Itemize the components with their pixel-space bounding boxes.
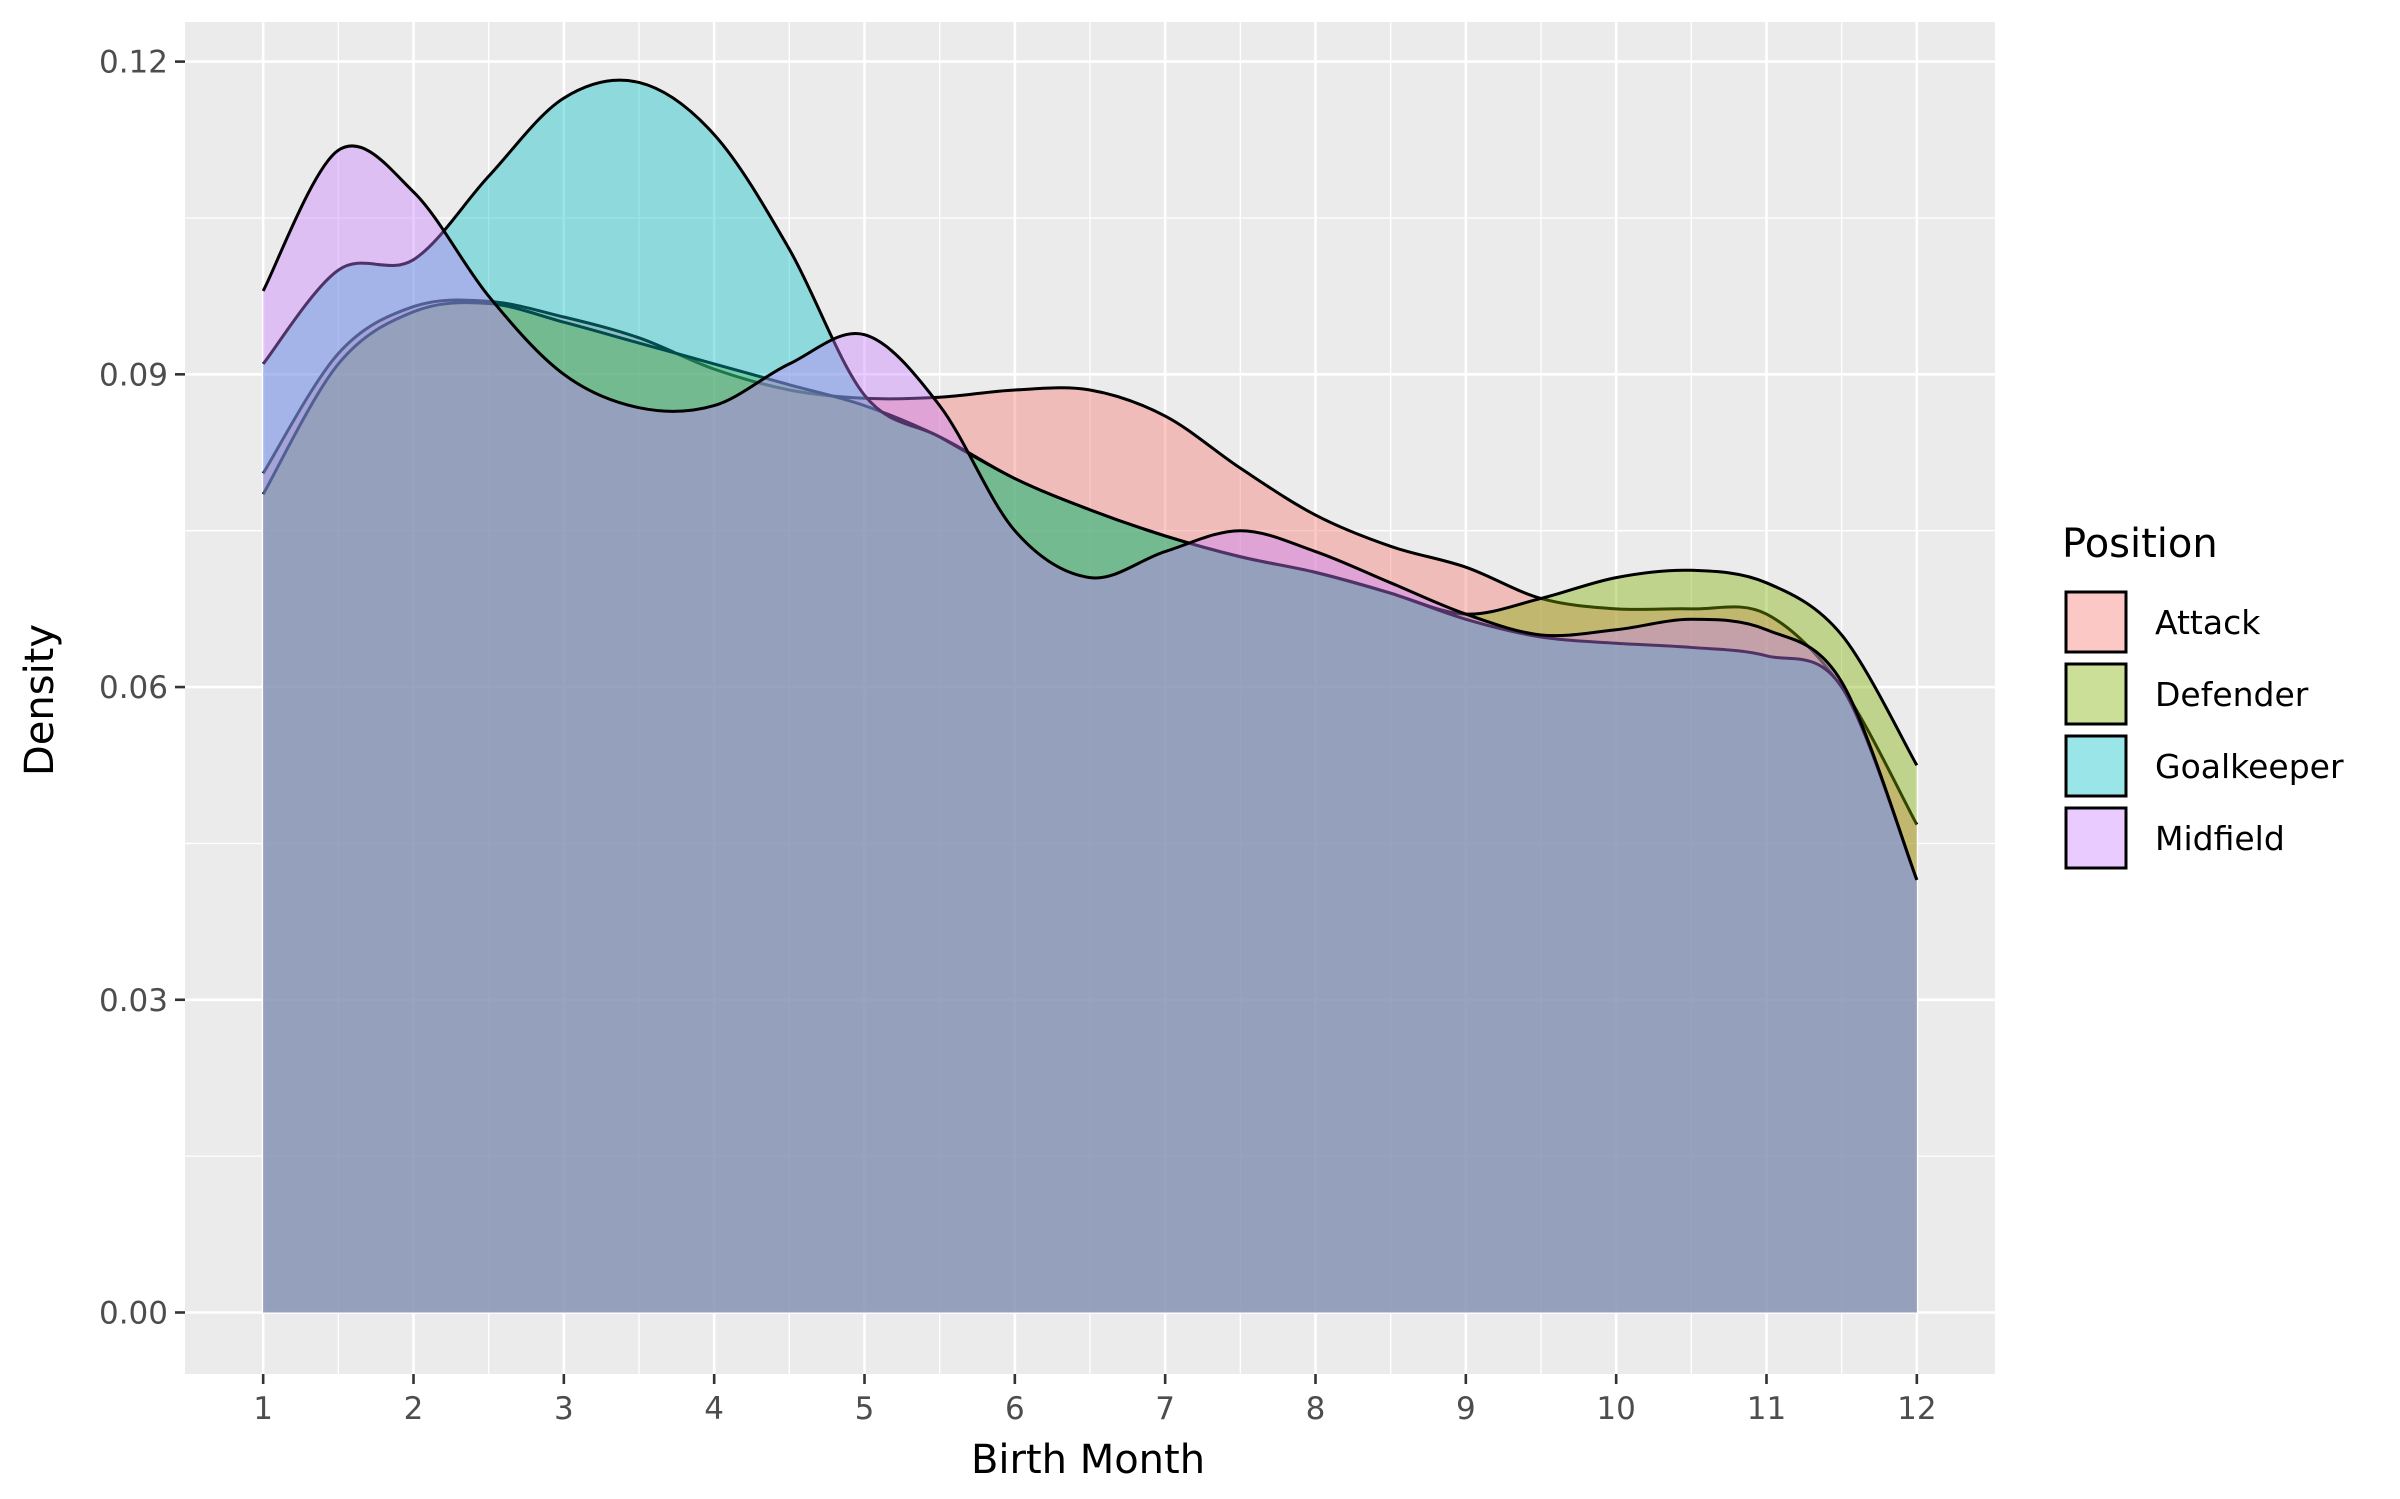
y-tick-label: 0.03 <box>99 983 168 1019</box>
density-line-goalkeeper <box>261 78 1919 881</box>
major-gridlines <box>185 22 1995 1374</box>
density-area-defender <box>263 302 1917 1313</box>
y-tick-label: 0.00 <box>99 1295 168 1331</box>
legend-key-attack <box>2064 590 2128 654</box>
density-area-midfield <box>263 145 1917 1313</box>
x-tick-label: 4 <box>704 1391 724 1427</box>
legend-key-defender <box>2064 662 2128 726</box>
x-axis-title: Birth Month <box>971 1437 1205 1483</box>
density-line-midfield <box>261 144 1919 881</box>
legend-key-midfield <box>2064 806 2128 870</box>
y-tick-label: 0.09 <box>99 357 168 393</box>
x-tick-label: 9 <box>1456 1391 1476 1427</box>
legend-key-goalkeeper <box>2064 734 2128 798</box>
legend-title: Position <box>2062 521 2218 567</box>
y-axis: 0.00 0.03 0.06 0.09 0.12 <box>99 45 185 1331</box>
legend-label-defender: Defender <box>2155 675 2309 714</box>
legend-label-midfield: Midfield <box>2155 819 2285 858</box>
y-tick-label: 0.12 <box>99 45 168 81</box>
legend-key-background <box>2064 734 2128 798</box>
x-tick-label: 12 <box>1897 1391 1936 1427</box>
legend-key-background <box>2064 662 2128 726</box>
density-area-goalkeeper <box>263 80 1917 1313</box>
density-line-attack <box>261 298 1919 826</box>
y-tick-label: 0.06 <box>99 670 168 706</box>
x-tick-label: 2 <box>404 1391 424 1427</box>
x-tick-label: 5 <box>855 1391 875 1427</box>
x-tick-label: 10 <box>1596 1391 1635 1427</box>
legend-key-background <box>2064 806 2128 870</box>
density-series <box>261 78 1919 1313</box>
x-tick-label: 1 <box>253 1391 273 1427</box>
x-tick-label: 8 <box>1306 1391 1326 1427</box>
x-axis: 1 2 3 4 5 6 7 8 9 10 11 12 <box>253 1374 1937 1427</box>
legend-key-background <box>2064 590 2128 654</box>
y-axis-title: Density <box>17 624 63 776</box>
x-tick-label: 6 <box>1005 1391 1025 1427</box>
x-tick-label: 11 <box>1747 1391 1786 1427</box>
x-tick-label: 7 <box>1155 1391 1175 1427</box>
legend-label-goalkeeper: Goalkeeper <box>2155 747 2344 786</box>
legend-label-attack: Attack <box>2155 603 2261 642</box>
minor-gridlines <box>185 22 1995 1374</box>
x-tick-label: 3 <box>554 1391 574 1427</box>
density-area-attack <box>263 299 1917 1313</box>
legend: Position Attack Defender Goalkeeper Midfiel… <box>2062 521 2344 870</box>
